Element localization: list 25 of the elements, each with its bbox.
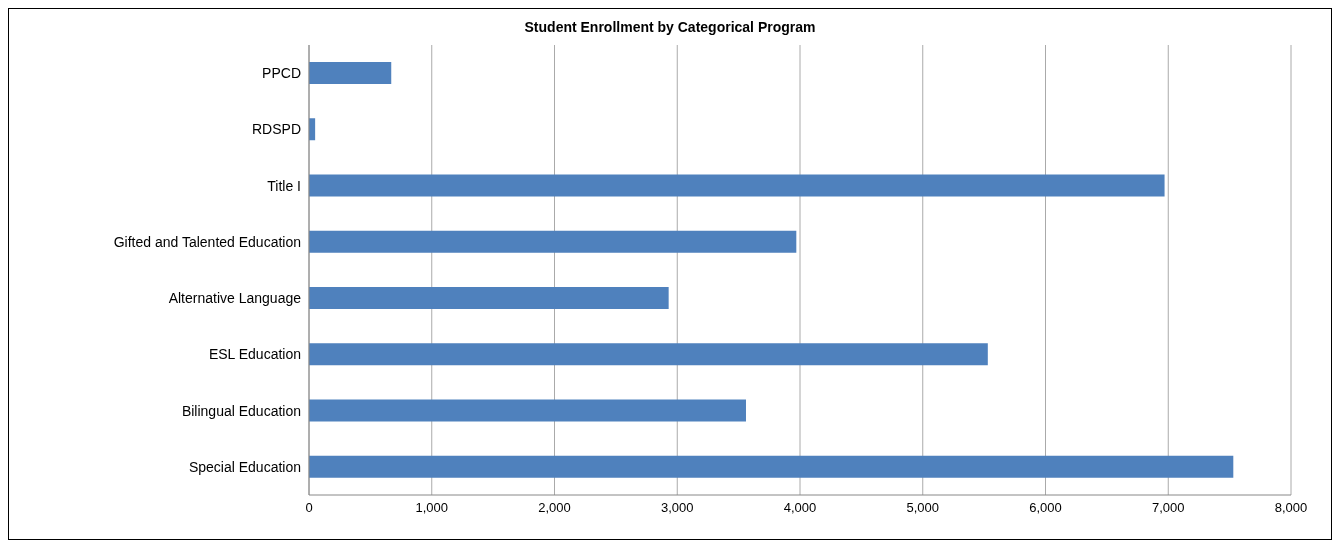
bar [309,399,746,422]
y-tick-label: Alternative Language [168,290,302,307]
y-tick-label: Gifted and Talented Education [113,233,301,250]
y-tick-label: PPCD [262,65,301,82]
x-tick-label: 4,000 [783,500,817,516]
y-tick-label: ESL Education [208,346,301,363]
bar [309,455,1234,478]
bar [309,62,392,84]
x-tick-label: 2,000 [538,500,571,516]
x-tick-label: 1,000 [415,500,449,516]
y-tick-label: RDSPD [251,121,301,138]
y-tick-label: Bilingual Education [181,402,301,419]
bar [309,287,669,309]
x-tick-label: 7,000 [1151,500,1185,516]
bar [309,174,1165,197]
x-tick-label: 3,000 [660,500,694,516]
y-tick-label: Title I [267,177,301,194]
bar [309,230,797,253]
bar [309,343,988,366]
x-tick-label: 5,000 [906,500,940,516]
x-tick-label: 8,000 [1274,500,1308,516]
chart-title: Student Enrollment by Categorical Program [523,19,817,35]
x-tick-label: 6,000 [1029,500,1062,516]
y-tick-label: Special Education [188,458,301,475]
x-tick-label: 0 [305,500,313,516]
